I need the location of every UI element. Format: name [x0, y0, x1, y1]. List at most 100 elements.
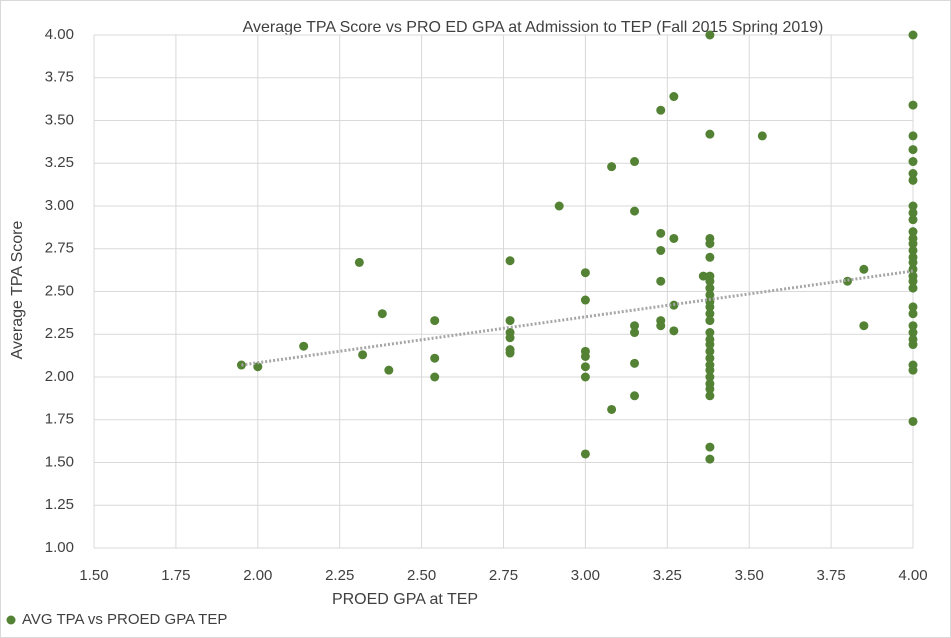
y-tick-label: 3.25: [45, 154, 74, 171]
x-tick-label: 3.00: [571, 567, 600, 584]
y-tick-label: 1.50: [45, 453, 74, 470]
point: [908, 283, 918, 293]
point: [705, 384, 715, 394]
x-tick-label: 1.50: [79, 567, 108, 584]
point: [430, 372, 440, 382]
point: [705, 30, 715, 40]
point: [705, 276, 715, 286]
y-tick-label: 3.50: [45, 111, 74, 128]
point: [505, 316, 515, 326]
point: [908, 175, 918, 185]
point: [908, 227, 918, 237]
point: [705, 309, 715, 319]
point: [908, 239, 918, 249]
y-tick-label: 3.75: [45, 69, 74, 86]
legend-label: AVG TPA vs PROED GPA TEP: [22, 611, 227, 628]
point: [908, 245, 918, 255]
x-tick-label: 4.00: [898, 567, 927, 584]
point: [656, 321, 666, 331]
point: [705, 283, 715, 293]
y-tick-label: 1.25: [45, 496, 74, 513]
trendline: [241, 269, 914, 367]
x-tick-label: 2.00: [243, 567, 272, 584]
point: [580, 372, 590, 382]
point: [908, 208, 918, 218]
point: [656, 105, 666, 115]
point: [908, 416, 918, 426]
point: [908, 365, 918, 375]
point: [908, 276, 918, 286]
point: [430, 353, 440, 363]
y-tick-label: 2.75: [45, 240, 74, 257]
y-tick-label: 1.75: [45, 411, 74, 428]
point: [705, 239, 715, 249]
y-tick-label: 2.00: [45, 368, 74, 385]
point: [705, 442, 715, 452]
point: [705, 129, 715, 139]
x-tick-label: 3.25: [653, 567, 682, 584]
y-tick-label: 1.00: [45, 539, 74, 556]
point: [705, 302, 715, 312]
point: [299, 341, 309, 351]
point: [908, 321, 918, 331]
point: [580, 362, 590, 372]
point: [859, 321, 869, 331]
y-tick-label: 4.00: [45, 26, 74, 43]
point: [908, 328, 918, 338]
point: [656, 228, 666, 238]
point: [908, 131, 918, 141]
point: [656, 245, 666, 255]
point: [607, 162, 617, 172]
point: [430, 316, 440, 326]
point: [505, 256, 515, 266]
point: [630, 358, 640, 368]
point: [908, 215, 918, 225]
y-axis-title: Average TPA Score: [9, 221, 26, 360]
point: [705, 391, 715, 401]
point: [705, 328, 715, 338]
point: [705, 365, 715, 375]
point: [908, 201, 918, 211]
legend-marker: [6, 615, 16, 625]
point: [630, 391, 640, 401]
point: [908, 340, 918, 350]
point: [630, 328, 640, 338]
point: [908, 100, 918, 110]
point: [705, 290, 715, 300]
point: [384, 365, 394, 375]
point: [630, 206, 640, 216]
point: [580, 268, 590, 278]
point: [358, 350, 368, 360]
point: [580, 449, 590, 459]
x-axis-title: PROED GPA at TEP: [332, 591, 478, 608]
point: [580, 351, 590, 361]
point: [705, 454, 715, 464]
point: [505, 348, 515, 358]
point: [580, 295, 590, 305]
x-tick-label: 3.50: [735, 567, 764, 584]
point: [908, 302, 918, 312]
point: [354, 257, 364, 267]
point: [705, 346, 715, 356]
chart-title: Average TPA Score vs PRO ED GPA at Admis…: [243, 19, 824, 36]
point: [656, 276, 666, 286]
point: [630, 157, 640, 167]
x-tick-label: 2.75: [489, 567, 518, 584]
point: [705, 353, 715, 363]
point: [908, 264, 918, 274]
point: [705, 340, 715, 350]
x-tick-label: 3.75: [816, 567, 845, 584]
point: [630, 321, 640, 331]
point: [505, 333, 515, 343]
y-tick-label: 3.00: [45, 197, 74, 214]
point: [669, 92, 679, 102]
point: [253, 362, 263, 372]
point: [859, 264, 869, 274]
point: [554, 201, 564, 211]
point: [377, 309, 387, 319]
point: [908, 169, 918, 179]
y-tick-label: 2.25: [45, 325, 74, 342]
point: [757, 131, 767, 141]
